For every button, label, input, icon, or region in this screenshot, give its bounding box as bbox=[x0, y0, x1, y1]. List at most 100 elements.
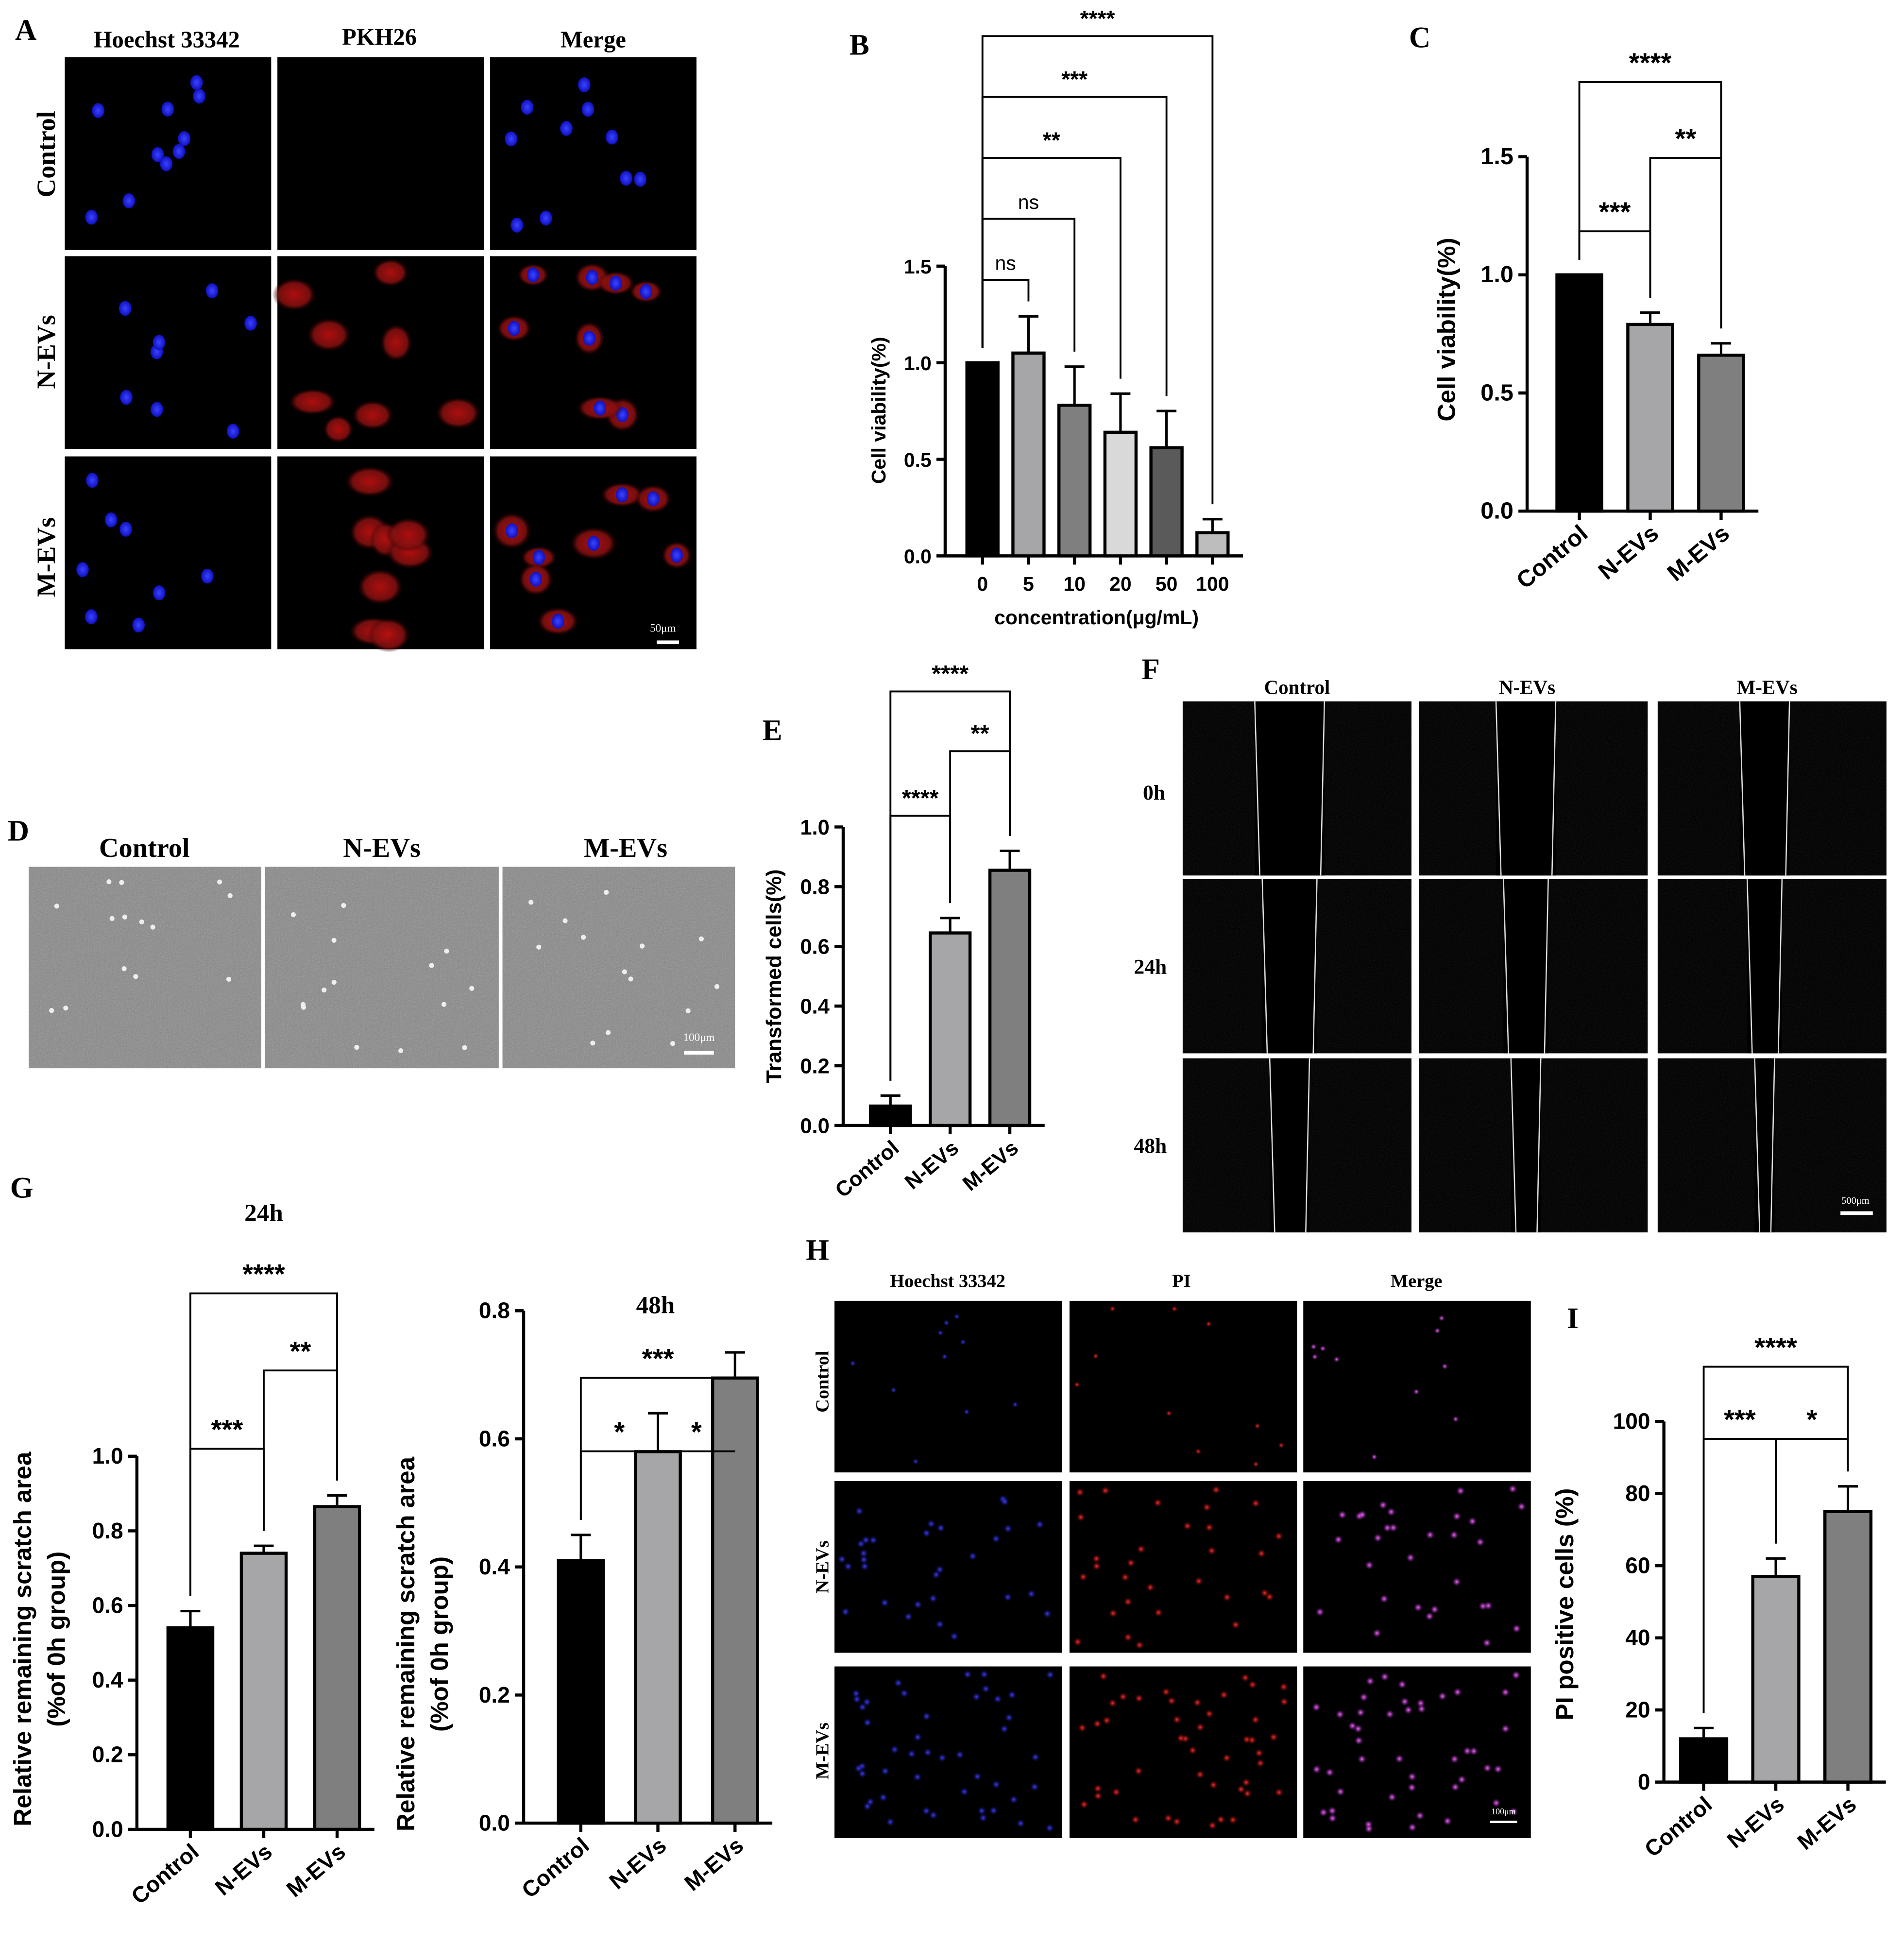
stained-nucleus bbox=[1031, 1753, 1040, 1762]
cell-membrane bbox=[372, 258, 409, 287]
stained-nucleus bbox=[886, 1817, 895, 1826]
stained-nucleus bbox=[1438, 1315, 1445, 1321]
stained-nucleus bbox=[1196, 1723, 1205, 1732]
stained-nucleus bbox=[850, 1360, 856, 1367]
stained-nucleus bbox=[1336, 1787, 1345, 1796]
stained-nucleus bbox=[1000, 1724, 1009, 1734]
y-axis-label: Cell viability(%) bbox=[867, 337, 890, 484]
stained-nucleus bbox=[1137, 1545, 1146, 1554]
nucleus bbox=[201, 568, 214, 584]
nucleus bbox=[670, 547, 683, 563]
y-tick-label: 1.0 bbox=[800, 816, 830, 839]
panel-a-col-merge: Merge bbox=[561, 26, 626, 52]
chart-g-24h: 0.0 0.2 0.4 0.6 0.8 1.0 Relative remaining scr… bbox=[9, 1259, 374, 1909]
x-tick-label: 50 bbox=[1156, 573, 1178, 595]
stained-nucleus bbox=[1358, 1510, 1367, 1519]
stained-nucleus bbox=[1438, 1691, 1447, 1701]
scratch-edge bbox=[1254, 701, 1260, 876]
round-cell bbox=[622, 969, 627, 974]
nucleus bbox=[104, 512, 118, 528]
nucleus bbox=[172, 144, 186, 159]
pi-stain-tile bbox=[834, 1300, 1062, 1473]
stained-nucleus bbox=[844, 1562, 853, 1571]
round-cell bbox=[429, 963, 434, 968]
nucleus bbox=[119, 522, 132, 537]
stained-nucleus bbox=[1452, 1512, 1462, 1521]
scratch-gap bbox=[1255, 701, 1325, 876]
stained-nucleus bbox=[866, 1797, 875, 1807]
stained-nucleus bbox=[855, 1506, 864, 1516]
panel-f-col-mevs: M-EVs bbox=[1737, 676, 1798, 699]
stained-nucleus bbox=[1404, 1706, 1413, 1715]
y-tick-label: 0.0 bbox=[92, 1816, 123, 1842]
stained-nucleus bbox=[1408, 1772, 1417, 1781]
scratch-gap bbox=[1496, 701, 1556, 876]
stained-nucleus bbox=[1075, 1488, 1085, 1497]
stained-nucleus bbox=[1476, 1537, 1485, 1547]
stained-nucleus bbox=[991, 1534, 1001, 1543]
panel-h-col-pi: PI bbox=[1172, 1271, 1190, 1292]
chart-g-48h: 0.0 0.2 0.4 0.6 0.8 Relative remaining scratc… bbox=[392, 1298, 773, 1903]
stained-nucleus bbox=[1223, 1593, 1232, 1602]
panel-d: D Control N-EVs M-EVs 100μm bbox=[8, 815, 735, 1069]
stained-nucleus bbox=[1205, 1523, 1214, 1532]
bar bbox=[1057, 403, 1092, 558]
stained-nucleus bbox=[1222, 1753, 1231, 1762]
significance-label: *** bbox=[1724, 1404, 1756, 1435]
stained-nucleus bbox=[880, 1598, 889, 1607]
x-tick-label: 0 bbox=[977, 573, 988, 595]
panel-h-row-control: Control bbox=[812, 1350, 833, 1413]
nucleus bbox=[647, 491, 660, 507]
round-cell bbox=[341, 903, 346, 908]
stained-nucleus bbox=[1468, 1517, 1477, 1526]
stained-nucleus bbox=[941, 1353, 948, 1360]
nucleus bbox=[581, 102, 595, 117]
pi-stain-tile bbox=[1303, 1481, 1531, 1653]
x-tick-label: N-EVs bbox=[901, 1136, 963, 1194]
stained-nucleus bbox=[1274, 1532, 1283, 1541]
y-tick-label: 1.5 bbox=[1480, 143, 1513, 170]
y-tick-label: 0.2 bbox=[92, 1742, 123, 1767]
stained-nucleus bbox=[1126, 1558, 1136, 1568]
round-cell bbox=[150, 924, 155, 930]
bar bbox=[557, 1559, 605, 1825]
panel-a-col-hoechst: Hoechst 33342 bbox=[94, 26, 240, 52]
stained-nucleus bbox=[1119, 1692, 1128, 1701]
y-tick-label: 0.2 bbox=[800, 1055, 830, 1078]
scratch-gap bbox=[1262, 879, 1317, 1054]
panel-d-scalebar bbox=[684, 1051, 714, 1055]
round-cell bbox=[109, 916, 115, 921]
significance-bracket bbox=[981, 279, 1030, 348]
nucleus bbox=[120, 390, 133, 405]
bar bbox=[1679, 1737, 1729, 1784]
stained-nucleus bbox=[1279, 1697, 1289, 1706]
stained-nucleus bbox=[955, 1750, 964, 1759]
stained-nucleus bbox=[1366, 1676, 1375, 1686]
y-axis-label: (%of 0h group) bbox=[425, 1556, 453, 1732]
panel-d-col-mevs: M-EVs bbox=[584, 833, 667, 863]
stained-nucleus bbox=[1385, 1709, 1394, 1719]
stained-nucleus bbox=[1425, 1612, 1434, 1621]
stained-nucleus bbox=[1494, 1764, 1503, 1774]
stained-nucleus bbox=[1135, 1694, 1144, 1703]
stained-nucleus bbox=[953, 1313, 960, 1320]
stained-nucleus bbox=[979, 1813, 988, 1823]
stained-nucleus bbox=[1413, 1603, 1423, 1612]
stained-nucleus bbox=[1413, 1388, 1420, 1395]
stained-nucleus bbox=[932, 1570, 941, 1579]
significance-label: **** bbox=[932, 661, 969, 687]
stained-nucleus bbox=[1312, 1765, 1321, 1774]
round-cell bbox=[106, 879, 112, 885]
bar bbox=[313, 1505, 361, 1831]
stained-nucleus bbox=[1312, 1703, 1321, 1712]
nucleus bbox=[529, 572, 543, 587]
x-tick-label: Control bbox=[1512, 520, 1593, 594]
stained-nucleus bbox=[863, 1718, 872, 1727]
pi-stain-tile bbox=[1069, 1481, 1297, 1653]
scratch-edge bbox=[1739, 701, 1746, 876]
panel-b-letter: B bbox=[850, 29, 869, 62]
chart-c: 0.0 0.5 1.0 1.5 Cell viability(%) Control N-EV… bbox=[1433, 47, 1759, 594]
stained-nucleus bbox=[890, 1387, 897, 1393]
stained-nucleus bbox=[1484, 1601, 1493, 1610]
